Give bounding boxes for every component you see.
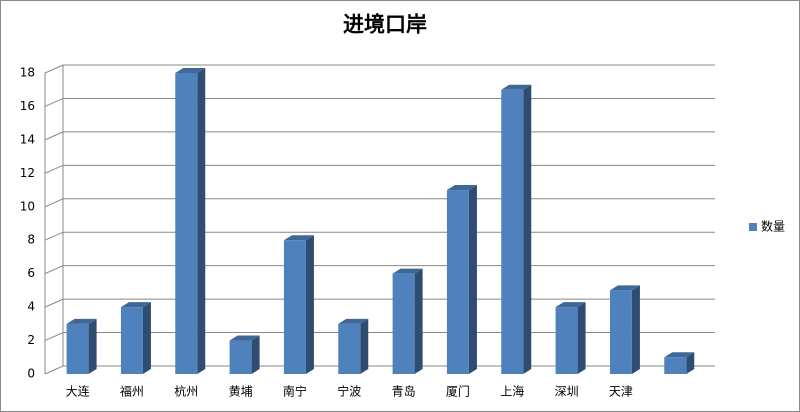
x-tick-label: 黄埔	[229, 385, 253, 399]
grid-line	[44, 64, 715, 74]
bar	[555, 307, 578, 374]
grid-line	[44, 231, 715, 241]
y-tick-label: 0	[27, 367, 35, 381]
grid-line	[44, 265, 715, 275]
bar-top	[392, 268, 423, 274]
bar-top	[555, 302, 586, 308]
grid-line	[44, 131, 715, 141]
bar-side	[142, 302, 151, 374]
bar	[446, 190, 469, 374]
x-tick-label: 天津	[609, 385, 633, 399]
y-tick-label: 14	[20, 132, 35, 146]
bar-side	[686, 352, 695, 374]
y-tick-label: 10	[20, 199, 35, 213]
y-tick-label: 8	[27, 233, 35, 247]
x-tick-label: 大连	[66, 384, 90, 399]
bar-top	[283, 235, 314, 241]
bar	[338, 323, 361, 374]
bar	[501, 89, 524, 374]
bar-top	[664, 352, 695, 358]
grid-line	[44, 97, 715, 107]
x-tick-label: 青岛	[392, 384, 416, 399]
y-tick-label: 2	[27, 333, 35, 347]
bar	[175, 73, 198, 374]
x-tick-label: 厦门	[446, 384, 470, 399]
x-tick-label: 宁波	[337, 384, 361, 399]
x-tick-label: 上海	[500, 384, 524, 399]
grid-line	[44, 164, 715, 174]
y-tick-label: 18	[20, 66, 35, 80]
bar	[229, 340, 252, 374]
y-tick-label: 12	[20, 166, 35, 180]
bar-side	[251, 335, 260, 374]
bar-top	[501, 84, 532, 90]
bar	[66, 323, 89, 374]
bar	[664, 357, 687, 374]
grid-line	[44, 332, 715, 342]
bar-top	[175, 68, 206, 73]
bar-side	[577, 302, 586, 374]
grid-line	[44, 198, 715, 208]
bar-side	[631, 285, 640, 374]
bar-side	[414, 268, 423, 374]
y-tick-label: 16	[20, 99, 35, 113]
bar	[120, 307, 143, 374]
bar	[609, 290, 632, 374]
y-tick-label: 6	[27, 266, 35, 280]
x-tick-label: 杭州	[174, 384, 198, 399]
bar-side	[523, 84, 532, 374]
x-tick-label: 福州	[120, 384, 144, 399]
y-tick-label: 4	[27, 300, 35, 314]
x-tick-label: 南宁	[283, 384, 307, 399]
legend-label: 数量	[761, 219, 785, 234]
bar-side	[88, 318, 97, 374]
bar-side	[360, 318, 369, 374]
bar	[283, 240, 306, 374]
grid-line	[44, 365, 715, 375]
chart-title: 进境口岸	[343, 12, 427, 37]
bar-top	[446, 185, 477, 191]
grid-line	[44, 298, 715, 308]
legend-swatch	[749, 223, 757, 231]
bar-side	[468, 185, 477, 374]
bar-top	[338, 318, 369, 324]
bar-top	[229, 335, 260, 341]
bar-top	[609, 285, 640, 291]
bar-top	[66, 318, 97, 324]
bar-side	[197, 68, 206, 374]
x-tick-label: 深圳	[555, 385, 579, 399]
bar-top	[120, 302, 151, 308]
bar-side	[305, 235, 314, 374]
bar	[392, 273, 415, 374]
